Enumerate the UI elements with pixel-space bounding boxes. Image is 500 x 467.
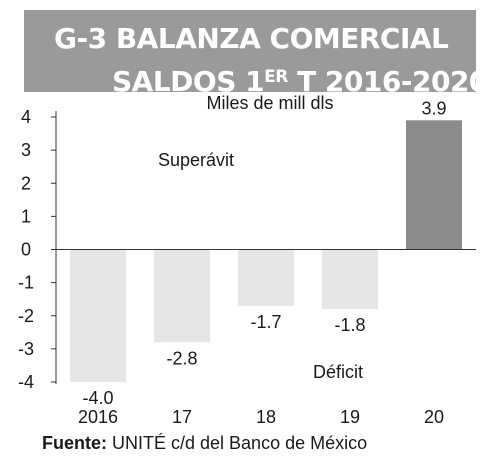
bar-18	[238, 249, 294, 306]
y-tick-label-1: 3	[21, 140, 31, 160]
y-tick-label-0: 4	[21, 107, 31, 127]
data-label-17: -2.8	[166, 348, 197, 368]
subtitle-post: T 2016-2020	[287, 65, 488, 98]
x-tick-label-18: 18	[256, 407, 276, 427]
bar-20	[406, 120, 462, 250]
y-tick-label-8: -4	[18, 372, 34, 392]
bar-19	[322, 249, 378, 310]
source-label: Fuente:	[42, 433, 107, 453]
x-tick-label-2016: 2016	[78, 407, 118, 427]
source-note: Fuente: UNITÉ c/d del Banco de México	[42, 433, 367, 454]
bar-17	[154, 249, 210, 343]
x-tick-label-17: 17	[172, 407, 192, 427]
source-text: UNITÉ c/d del Banco de México	[107, 433, 368, 453]
chart-title: BALANZA COMERCIAL	[115, 22, 449, 55]
subtitle-superscript: ER	[264, 67, 288, 87]
subtitle-pre: SALDOS 1	[112, 65, 265, 98]
title-bar: G-3 BALANZA COMERCIAL SALDOS 1ER T 2016-…	[24, 10, 488, 98]
chart-subtitle: SALDOS 1ER T 2016-2020	[112, 61, 488, 98]
y-tick-label-3: 1	[21, 206, 31, 226]
chart-code: G-3	[54, 22, 107, 55]
data-label-18: -1.7	[250, 312, 281, 332]
data-label-20: 3.9	[421, 98, 446, 118]
y-tick-label-2: 2	[21, 173, 31, 193]
data-label-19: -1.8	[334, 315, 365, 335]
x-tick-label-20: 20	[424, 407, 444, 427]
data-label-2016: -4.0	[82, 388, 113, 408]
bar-2016	[70, 249, 126, 382]
y-tick-label-5: -1	[18, 273, 34, 293]
x-tick-label-19: 19	[340, 407, 360, 427]
surplus-annotation: Superávit	[158, 150, 234, 170]
y-tick-label-4: 0	[21, 240, 31, 260]
deficit-annotation: Déficit	[313, 362, 363, 382]
unit-label: Miles de mill dls	[206, 93, 333, 113]
y-tick-label-7: -3	[18, 339, 34, 359]
chart-title-line1: G-3 BALANZA COMERCIAL	[54, 22, 449, 55]
y-tick-label-6: -2	[18, 306, 34, 326]
